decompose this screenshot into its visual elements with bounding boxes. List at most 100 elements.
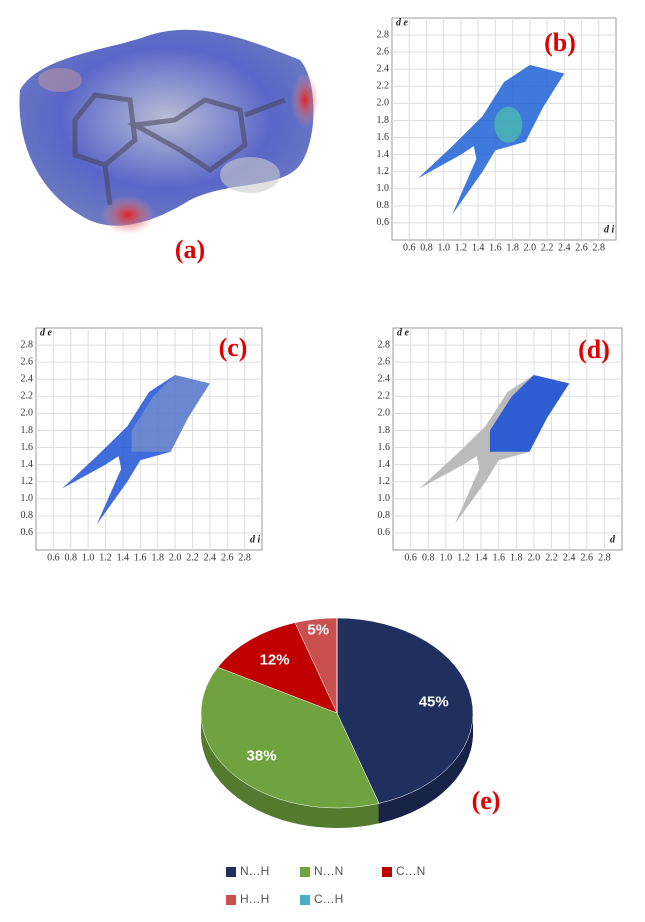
data-label: 45%	[419, 693, 449, 710]
hirshfeld-surface	[19, 29, 319, 235]
y-tick-label: 2.4	[21, 374, 34, 385]
x-tick-label: 1.4	[472, 242, 485, 253]
x-tick-label: 2.8	[238, 552, 251, 563]
y-tick-label: 1.4	[21, 459, 34, 470]
y-tick-label: 2.4	[378, 374, 391, 385]
fingerprint-core	[494, 106, 523, 143]
fingerprint-rest	[131, 375, 210, 452]
y-tick-label: 1.8	[377, 115, 390, 126]
y-tick-label: 2.6	[21, 356, 34, 367]
y-tick-label: 2.4	[377, 64, 390, 75]
x-tick-label: 1.8	[510, 552, 523, 563]
y-tick-label: 2.8	[21, 339, 34, 350]
panel-label: (b)	[544, 28, 576, 57]
x-tick-label: 2.6	[221, 552, 234, 563]
panel-label: (a)	[175, 235, 205, 264]
x-tick-label: 1.6	[489, 242, 502, 253]
x-tick-label: 2.8	[593, 242, 606, 253]
panel-label: (e)	[472, 786, 501, 815]
x-tick-label: 1.6	[134, 552, 147, 563]
pie-slice	[217, 622, 338, 714]
y-tick-label: 0.8	[378, 510, 391, 521]
legend-label: C…N	[396, 864, 425, 878]
y-tick-label: 1.0	[377, 183, 390, 194]
x-axis-label: d	[610, 534, 616, 545]
y-tick-label: 0.6	[21, 527, 34, 538]
y-tick-label: 2.0	[377, 98, 390, 109]
x-tick-label: 1.8	[151, 552, 164, 563]
x-axis-label: d i	[604, 224, 615, 235]
data-label: 5%	[307, 621, 329, 638]
y-tick-label: 2.0	[21, 408, 34, 419]
x-tick-label: 2.0	[169, 552, 182, 563]
x-tick-label: 0.8	[65, 552, 78, 563]
y-tick-label: 2.6	[377, 46, 390, 57]
fingerprint-cloud	[417, 65, 565, 215]
x-tick-label: 0.8	[422, 552, 435, 563]
y-axis-label: d e	[396, 17, 409, 28]
y-axis-label: d e	[40, 327, 53, 338]
x-tick-label: 1.8	[506, 242, 519, 253]
x-tick-label: 1.0	[440, 552, 453, 563]
y-tick-label: 1.6	[21, 442, 34, 453]
fingerprint-cloud	[62, 375, 210, 525]
x-tick-label: 1.4	[475, 552, 488, 563]
pie-slice	[200, 666, 380, 809]
legend-swatch	[226, 867, 236, 877]
y-tick-label: 1.8	[378, 425, 391, 436]
x-tick-label: 1.2	[457, 552, 470, 563]
x-tick-label: 2.2	[541, 242, 554, 253]
x-tick-label: 1.6	[492, 552, 505, 563]
x-tick-label: 2.0	[524, 242, 537, 253]
x-tick-label: 2.4	[558, 242, 571, 253]
x-tick-label: 2.4	[563, 552, 576, 563]
x-tick-label: 2.0	[528, 552, 541, 563]
x-tick-label: 2.6	[575, 242, 588, 253]
y-tick-label: 0.8	[21, 510, 34, 521]
y-tick-label: 0.6	[377, 217, 390, 228]
x-tick-label: 2.2	[545, 552, 558, 563]
y-tick-label: 2.2	[21, 391, 34, 402]
y-axis-label: d e	[397, 327, 410, 338]
legend-label: H…H	[240, 892, 269, 906]
y-tick-label: 2.2	[378, 391, 391, 402]
legend-swatch	[300, 895, 310, 905]
legend-label: C…H	[314, 892, 343, 906]
x-tick-label: 0.6	[47, 552, 60, 563]
x-tick-label: 1.4	[117, 552, 130, 563]
y-tick-label: 2.8	[377, 29, 390, 40]
x-tick-label: 0.8	[420, 242, 433, 253]
y-tick-label: 1.4	[377, 149, 390, 160]
x-tick-label: 1.0	[82, 552, 95, 563]
legend-label: N…N	[314, 864, 343, 878]
x-tick-label: 0.6	[403, 242, 416, 253]
x-tick-label: 2.6	[581, 552, 594, 563]
y-tick-label: 1.4	[378, 459, 391, 470]
x-tick-label: 2.2	[186, 552, 199, 563]
data-label: 12%	[260, 651, 290, 668]
panel-label: (d)	[578, 335, 610, 364]
y-tick-label: 1.2	[21, 476, 34, 487]
y-tick-label: 2.0	[378, 408, 391, 419]
y-tick-label: 1.2	[378, 476, 391, 487]
x-tick-label: 1.2	[455, 242, 468, 253]
legend-swatch	[300, 867, 310, 877]
y-tick-label: 1.0	[378, 493, 391, 504]
panel-label: (c)	[219, 333, 248, 362]
x-tick-label: 1.0	[437, 242, 450, 253]
y-tick-label: 2.2	[377, 81, 390, 92]
y-tick-label: 2.6	[378, 356, 391, 367]
y-tick-label: 1.0	[21, 493, 34, 504]
x-tick-label: 0.6	[404, 552, 417, 563]
y-tick-label: 1.6	[378, 442, 391, 453]
y-tick-label: 1.8	[21, 425, 34, 436]
y-tick-label: 0.8	[377, 200, 390, 211]
y-tick-label: 2.8	[378, 339, 391, 350]
legend-swatch	[226, 895, 236, 905]
data-label: 38%	[247, 748, 277, 765]
y-tick-label: 1.6	[377, 132, 390, 143]
y-tick-label: 1.2	[377, 166, 390, 177]
y-tick-label: 0.6	[378, 527, 391, 538]
